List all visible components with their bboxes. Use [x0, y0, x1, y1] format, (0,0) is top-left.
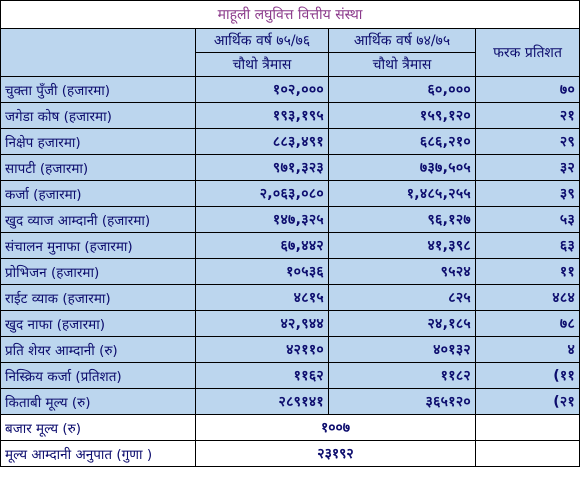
row-value-7475: १५९,१२० [328, 102, 476, 129]
row-label: खुद व्याज आम्दानी (हजारमा) [0, 206, 196, 233]
footer-value: २३१९२ [195, 440, 476, 467]
financial-table-sheet: माहूली लघुवित्त वित्तीय संस्था आर्थिक वर… [0, 0, 580, 467]
row-diff-percent: (२१ [474, 388, 580, 415]
row-value-7576: ४२११० [195, 336, 329, 363]
table-body: चुक्ता पुँजी (हजारमा) १०२,००० ६०,००० ७० जगेड… [0, 76, 580, 415]
row-value-7576: १०५३६ [195, 258, 329, 285]
row-diff-percent: ५३ [474, 206, 580, 233]
row-value-7475: २४,१८५ [328, 310, 476, 337]
table-row: निक्षेप हजारमा) ८८३,४९१ ६८६,२१० २९ [0, 128, 580, 155]
table-row: खुद व्याज आम्दानी (हजारमा) १४७,३२५ ९६,१२७ ५… [0, 206, 580, 233]
footer-empty-cell [474, 414, 580, 441]
row-diff-percent: ३२ [474, 154, 580, 181]
row-label: निस्क्रिय कर्जा (प्रतिशत) [0, 362, 196, 389]
header-col3-year: आर्थिक वर्ष ७४/७५ [328, 28, 476, 53]
table-row: निस्क्रिय कर्जा (प्रतिशत) ११६२ ११८२ (११ [0, 362, 580, 389]
table-row: कर्जा (हजारमा) २,०६३,०८० १,४८५,२५५ ३९ [0, 180, 580, 207]
footer-value: १००७ [195, 414, 476, 441]
row-label: निक्षेप हजारमा) [0, 128, 196, 155]
row-value-7475: ४१,३९८ [328, 232, 476, 259]
table-row: राईट व्याक (हजारमा) ४८१५ ८२५ ४८४ [0, 284, 580, 311]
table-row: सापटी (हजारमा) ९७१,३२३ ७३७,५०५ ३२ [0, 154, 580, 181]
header-col3-quarter: चौथो त्रैमास [328, 52, 476, 77]
row-diff-percent: ७८ [474, 310, 580, 337]
row-label: संचालन मुनाफा (हजारमा) [0, 232, 196, 259]
financial-table: माहूली लघुवित्त वित्तीय संस्था आर्थिक वर… [0, 0, 580, 467]
row-value-7576: ८८३,४९१ [195, 128, 329, 155]
row-label: चुक्ता पुँजी (हजारमा) [0, 76, 196, 103]
row-value-7475: १,४८५,२५५ [328, 180, 476, 207]
row-label: प्रति शेयर आम्दानी (रु) [0, 336, 196, 363]
header-diff-percent: फरक प्रतिशत [474, 28, 580, 77]
header-row-1: आर्थिक वर्ष ७५/७६ आर्थिक वर्ष ७४/७५ फरक … [0, 28, 580, 77]
table-row: चुक्ता पुँजी (हजारमा) १०२,००० ६०,००० ७० [0, 76, 580, 103]
table-title: माहूली लघुवित्त वित्तीय संस्था [0, 0, 580, 29]
row-label: जगेडा कोष (हजारमा) [0, 102, 196, 129]
row-value-7576: ६७,४४२ [195, 232, 329, 259]
footer-label: मूल्य आम्दानी अनुपात (गुणा ) [0, 440, 196, 467]
table-row: प्रोभिजन (हजारमा) १०५३६ ९५२४ ११ [0, 258, 580, 285]
row-value-7475: ६०,००० [328, 76, 476, 103]
footer-row: मूल्य आम्दानी अनुपात (गुणा ) २३१९२ [0, 440, 580, 467]
header-row-2: चौथो त्रैमास चौथो त्रैमास [1, 52, 580, 77]
row-label: किताबी मूल्य (रु) [0, 388, 196, 415]
row-diff-percent: ७० [474, 76, 580, 103]
row-value-7576: १४७,३२५ [195, 206, 329, 233]
footer-empty-cell [474, 440, 580, 467]
row-label: प्रोभिजन (हजारमा) [0, 258, 196, 285]
row-value-7475: ६८६,२१० [328, 128, 476, 155]
footer-row: बजार मूल्य (रु) १००७ [0, 414, 580, 441]
header-col2-quarter: चौथो त्रैमास [195, 52, 329, 77]
row-value-7576: १९३,१९५ [195, 102, 329, 129]
row-value-7475: ७३७,५०५ [328, 154, 476, 181]
row-label: खुद नाफा (हजारमा) [0, 310, 196, 337]
row-value-7475: ३६५१२० [328, 388, 476, 415]
row-value-7576: ४२,९४४ [195, 310, 329, 337]
table-row: प्रति शेयर आम्दानी (रु) ४२११० ४०१३२ ४ [0, 336, 580, 363]
header-empty-cell [0, 28, 196, 77]
table-footer: बजार मूल्य (रु) १००७ मूल्य आम्दानी अनुपात … [0, 414, 580, 467]
row-diff-percent: ६३ [474, 232, 580, 259]
row-diff-percent: (११ [474, 362, 580, 389]
row-value-7475: ११८२ [328, 362, 476, 389]
table-row: जगेडा कोष (हजारमा) १९३,१९५ १५९,१२० २१ [0, 102, 580, 129]
row-label: सापटी (हजारमा) [0, 154, 196, 181]
row-label: राईट व्याक (हजारमा) [0, 284, 196, 311]
row-value-7475: ९५२४ [328, 258, 476, 285]
row-diff-percent: २१ [474, 102, 580, 129]
row-label: कर्जा (हजारमा) [0, 180, 196, 207]
title-row: माहूली लघुवित्त वित्तीय संस्था [0, 0, 580, 29]
row-value-7576: ९७१,३२३ [195, 154, 329, 181]
row-value-7475: ४०१३२ [328, 336, 476, 363]
table-row: किताबी मूल्य (रु) २८९१४१ ३६५१२० (२१ [0, 388, 580, 415]
table-row: खुद नाफा (हजारमा) ४२,९४४ २४,१८५ ७८ [0, 310, 580, 337]
row-diff-percent: २९ [474, 128, 580, 155]
row-value-7576: २,०६३,०८० [195, 180, 329, 207]
header-col2-year: आर्थिक वर्ष ७५/७६ [195, 28, 329, 53]
row-value-7576: २८९१४१ [195, 388, 329, 415]
row-value-7475: ८२५ [328, 284, 476, 311]
row-value-7576: ११६२ [195, 362, 329, 389]
table-row: संचालन मुनाफा (हजारमा) ६७,४४२ ४१,३९८ ६३ [0, 232, 580, 259]
row-value-7576: ४८१५ [195, 284, 329, 311]
row-diff-percent: ४ [474, 336, 580, 363]
footer-label: बजार मूल्य (रु) [0, 414, 196, 441]
row-value-7475: ९६,१२७ [328, 206, 476, 233]
row-diff-percent: ११ [474, 258, 580, 285]
row-diff-percent: ३९ [474, 180, 580, 207]
row-value-7576: १०२,००० [195, 76, 329, 103]
row-diff-percent: ४८४ [474, 284, 580, 311]
